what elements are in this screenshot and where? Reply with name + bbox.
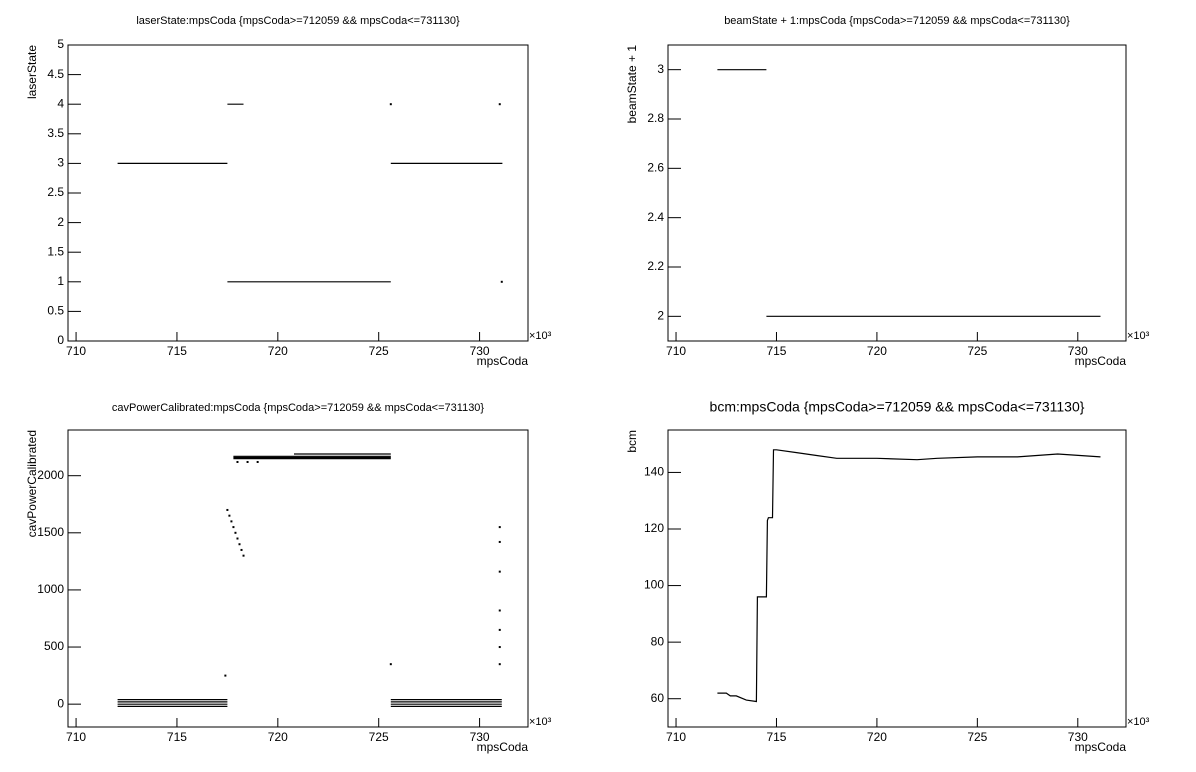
x-tick-label: 720 [867,344,887,358]
y-tick-label: 120 [644,521,664,535]
x-tick-label: 710 [666,344,686,358]
x-tick-label: 730 [1068,730,1088,744]
x-tick-label: 725 [369,730,389,744]
data-point [230,520,233,523]
x-tick-label: 710 [66,730,86,744]
data-point [498,609,501,612]
data-point [498,628,501,631]
data-point [256,460,259,463]
data-point [498,646,501,649]
y-tick-label: 2.6 [647,161,664,175]
chart-title: laserState:mpsCoda {mpsCoda>=712059 && m… [136,15,460,27]
x-tick-label: 710 [66,344,86,358]
y-axis-label: laserState [25,45,39,99]
y-axis-label: bcm [625,430,639,453]
data-point [234,531,237,534]
plot-frame [667,44,1127,342]
y-tick-label: 0 [57,333,64,347]
y-tick-label: 2.8 [647,111,664,125]
chart-title: bcm:mpsCoda {mpsCoda>=712059 && mpsCoda<… [710,399,1085,415]
data-point [389,663,392,666]
x-tick-label: 725 [967,344,987,358]
y-tick-label: 4 [57,96,64,110]
y-tick-label: 80 [651,634,665,648]
y-tick-label: 1500 [37,525,64,539]
x-tick-label: 730 [1068,344,1088,358]
y-tick-label: 140 [644,465,664,479]
x-tick-label: 715 [766,344,786,358]
data-point [228,514,231,517]
y-tick-label: 60 [651,691,665,705]
data-point [498,526,501,529]
data-point [224,674,227,677]
y-tick-label: 3 [57,156,64,170]
data-point [232,526,235,529]
x-scale-label: ×10³ [1127,330,1150,342]
x-tick-label: 725 [369,344,389,358]
y-tick-label: 2000 [37,468,64,482]
y-tick-label: 3 [657,62,664,76]
y-tick-label: 500 [44,639,64,653]
y-tick-label: 3.5 [47,126,64,140]
data-point [226,508,229,511]
panel: beamState + 1:mpsCoda {mpsCoda>=712059 &… [625,15,1149,368]
panel: cavPowerCalibrated:mpsCoda {mpsCoda>=712… [25,402,551,754]
data-point [500,280,503,283]
y-tick-label: 2.4 [647,210,664,224]
y-tick-label: 1.5 [47,244,64,258]
chart-title: beamState + 1:mpsCoda {mpsCoda>=712059 &… [724,15,1070,27]
y-tick-label: 2.5 [47,185,64,199]
x-tick-label: 720 [867,730,887,744]
data-point [240,548,243,551]
x-scale-label: ×10³ [529,716,552,728]
x-axis-label: mpsCoda [477,354,529,368]
x-tick-label: 715 [167,730,187,744]
data-point [498,103,501,106]
y-tick-label: 2 [57,215,64,229]
plot-frame [67,429,529,728]
x-tick-label: 725 [967,730,987,744]
data-point [246,460,249,463]
x-tick-label: 720 [268,730,288,744]
y-tick-label: 4.5 [47,67,64,81]
y-tick-label: 1000 [37,582,64,596]
y-tick-label: 1 [57,274,64,288]
data-point [236,460,239,463]
data-point [238,543,241,546]
y-tick-label: 5 [57,37,64,51]
x-scale-label: ×10³ [529,330,552,342]
y-tick-label: 0 [57,696,64,710]
x-tick-label: 730 [470,344,490,358]
y-tick-label: 2.2 [647,259,664,273]
data-point [498,663,501,666]
panel: laserState:mpsCoda {mpsCoda>=712059 && m… [25,15,551,368]
x-tick-label: 710 [666,730,686,744]
y-tick-label: 100 [644,578,664,592]
x-axis-label: mpsCoda [1075,740,1127,754]
plot-frame [667,429,1127,728]
panel: bcm:mpsCoda {mpsCoda>=712059 && mpsCoda<… [625,399,1149,754]
y-tick-label: 0.5 [47,304,64,318]
data-point [242,554,245,557]
x-tick-label: 730 [470,730,490,744]
data-point [498,570,501,573]
y-tick-label: 2 [657,309,664,323]
x-tick-label: 720 [268,344,288,358]
data-line [717,449,1101,703]
plot-frame [67,44,529,342]
y-axis-label: beamState + 1 [625,45,639,124]
data-point [389,103,392,106]
x-scale-label: ×10³ [1127,716,1150,728]
data-point [236,537,239,540]
x-axis-label: mpsCoda [477,740,529,754]
x-axis-label: mpsCoda [1075,354,1127,368]
chart-title: cavPowerCalibrated:mpsCoda {mpsCoda>=712… [112,402,485,414]
data-point [498,540,501,543]
x-tick-label: 715 [167,344,187,358]
x-tick-label: 715 [766,730,786,744]
y-axis-label: cavPowerCalibrated [25,430,39,537]
